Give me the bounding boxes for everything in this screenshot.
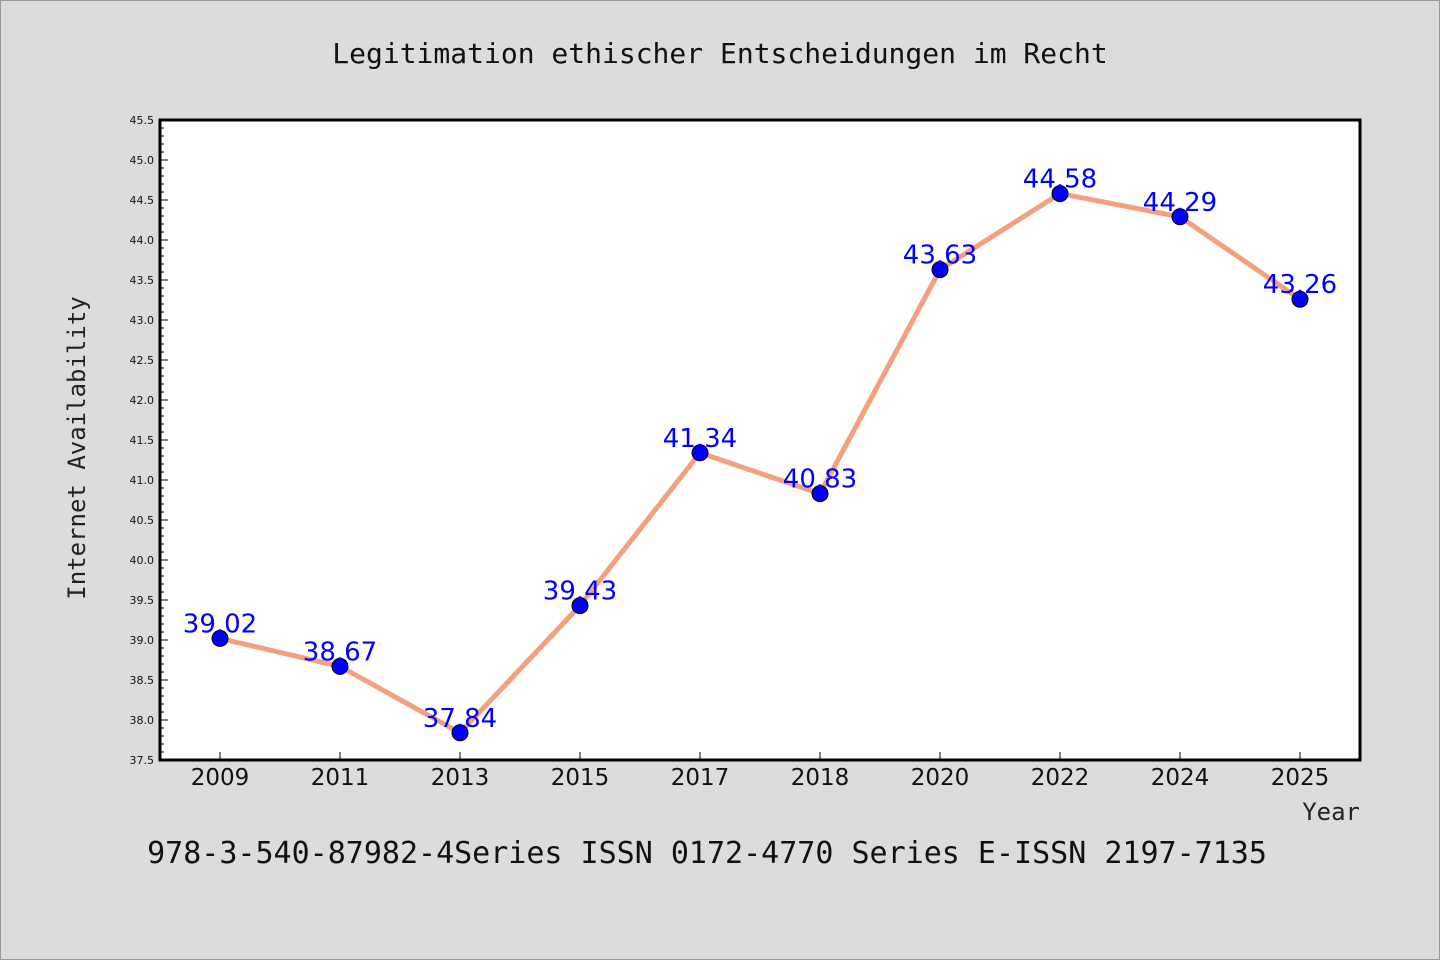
y-tick-label: 44.0 xyxy=(130,234,155,247)
y-tick-label: 39.5 xyxy=(130,594,155,607)
y-tick-label: 45.0 xyxy=(130,154,155,167)
data-label: 43.63 xyxy=(903,241,977,271)
x-tick-label: 2015 xyxy=(551,765,610,791)
x-tick-label: 2022 xyxy=(1031,765,1090,791)
data-point xyxy=(691,444,709,462)
data-labels: 39.02 38.67 37.84 39.43 41.34 40.83 43.63 44.58… xyxy=(183,165,1337,734)
data-label: 44.29 xyxy=(1143,188,1217,218)
data-point xyxy=(211,629,229,647)
y-tick-label: 41.0 xyxy=(130,474,155,487)
x-tick-label: 2017 xyxy=(671,765,730,791)
data-point xyxy=(451,724,469,742)
x-tick-label: 2025 xyxy=(1271,765,1330,791)
data-point xyxy=(931,261,949,279)
data-label: 37.84 xyxy=(423,704,497,734)
data-label: 39.43 xyxy=(543,577,617,607)
y-tick-label: 43.0 xyxy=(130,314,155,327)
y-tick-label: 43.5 xyxy=(130,274,155,287)
data-label: 39.02 xyxy=(183,609,257,639)
y-tick-label: 37.5 xyxy=(130,754,155,767)
y-axis-label: Internet Availability xyxy=(63,296,91,599)
plot-area xyxy=(160,120,1360,760)
y-tick-label: 42.0 xyxy=(130,394,155,407)
data-label: 40.83 xyxy=(783,465,857,495)
y-tick-label: 38.0 xyxy=(130,714,155,727)
data-point xyxy=(1051,185,1069,203)
x-tick-label: 2009 xyxy=(191,765,250,791)
x-tick-label: 2011 xyxy=(311,765,370,791)
chart-title: Legitimation ethischer Entscheidungen im… xyxy=(332,37,1107,70)
data-point xyxy=(811,485,829,503)
y-tick-label: 40.5 xyxy=(130,514,155,527)
data-label: 41.34 xyxy=(663,424,737,454)
y-tick-label: 41.5 xyxy=(130,434,155,447)
x-tick-label: 2020 xyxy=(911,765,970,791)
series-line xyxy=(217,191,1303,736)
data-point xyxy=(571,597,589,615)
y-tick-label: 40.0 xyxy=(130,554,155,567)
data-point xyxy=(331,657,349,675)
y-tick-label: 42.5 xyxy=(130,354,155,367)
y-tick-label: 38.5 xyxy=(130,674,155,687)
y-tick-label: 45.5 xyxy=(130,114,155,127)
data-label: 38.67 xyxy=(303,637,377,667)
x-axis-ticks: 2009 2011 2013 2015 2017 2018 2020 2022 2024 2025 xyxy=(191,752,1330,791)
x-tick-label: 2024 xyxy=(1151,765,1210,791)
x-tick-label: 2013 xyxy=(431,765,490,791)
y-tick-label: 44.5 xyxy=(130,194,155,207)
data-label: 43.26 xyxy=(1263,270,1337,300)
x-tick-label: 2018 xyxy=(791,765,850,791)
y-tick-label: 39.0 xyxy=(130,634,155,647)
data-point xyxy=(1291,290,1309,308)
plot-frame xyxy=(158,118,1362,762)
x-axis-label: Year xyxy=(1302,798,1360,826)
y-axis-ticks: 37.5 38.0 38.5 39.0 39.5 40.0 40.5 41.0 41.5 42.0… xyxy=(130,114,168,767)
footer-isbn-text: 978-3-540-87982-4Series ISSN 0172-4770 S… xyxy=(147,836,1267,871)
data-label: 44.58 xyxy=(1023,165,1097,195)
series-markers xyxy=(211,185,1309,742)
data-point xyxy=(1171,208,1189,226)
